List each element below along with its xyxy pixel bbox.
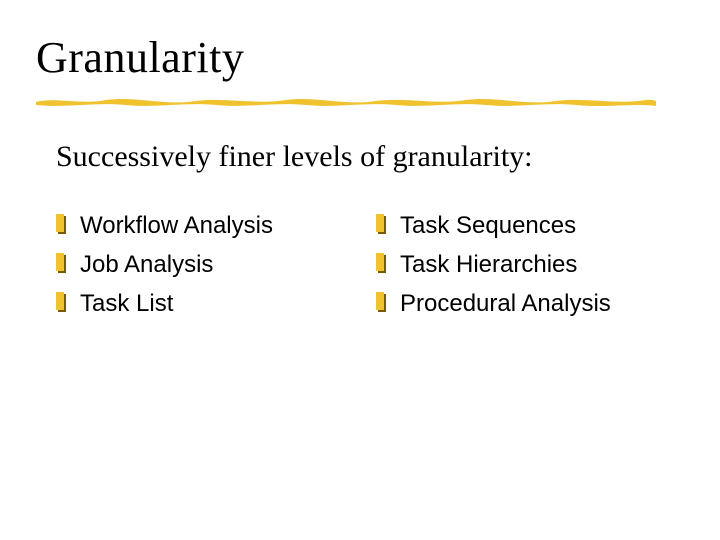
list-item: Workflow Analysis xyxy=(56,210,356,241)
list-item-label: Job Analysis xyxy=(80,249,213,280)
list-item-label: Task List xyxy=(80,288,173,319)
slide: Granularity Successively finer levels of… xyxy=(0,0,720,540)
brush-stroke xyxy=(36,99,656,106)
bullet-icon xyxy=(376,253,386,273)
bullet-icon xyxy=(376,214,386,234)
list-item-label: Procedural Analysis xyxy=(400,288,611,319)
bullet-icon xyxy=(56,214,66,234)
list-item-label: Workflow Analysis xyxy=(80,210,273,241)
slide-subtitle: Successively finer levels of granularity… xyxy=(56,140,533,174)
left-column: Workflow Analysis Job Analysis xyxy=(56,210,356,328)
list-item: Task List xyxy=(56,288,356,319)
list-item: Task Sequences xyxy=(376,210,676,241)
list-item: Job Analysis xyxy=(56,249,356,280)
bullet-columns: Workflow Analysis Job Analysis xyxy=(56,210,676,328)
bullet-icon xyxy=(56,292,66,312)
right-column: Task Sequences Task Hierarchies xyxy=(376,210,676,328)
list-item: Task Hierarchies xyxy=(376,249,676,280)
slide-title: Granularity xyxy=(36,32,244,83)
bullet-icon xyxy=(376,292,386,312)
list-item: Procedural Analysis xyxy=(376,288,676,319)
list-item-label: Task Sequences xyxy=(400,210,576,241)
list-item-label: Task Hierarchies xyxy=(400,249,577,280)
bullet-icon xyxy=(56,253,66,273)
title-underline xyxy=(36,94,656,108)
